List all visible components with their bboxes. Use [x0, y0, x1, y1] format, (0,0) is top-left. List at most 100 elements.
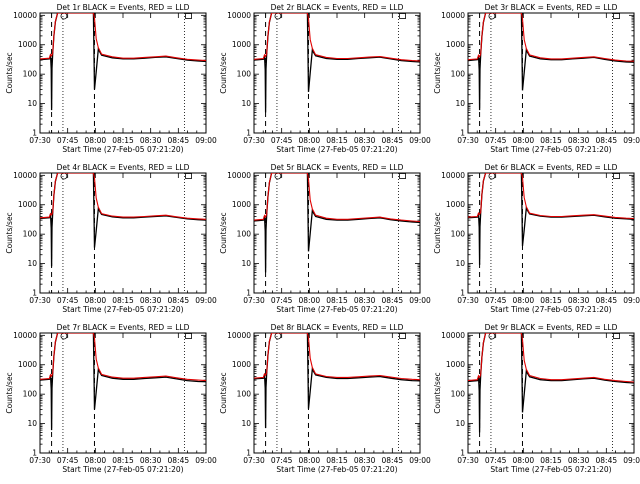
x-tick-label: 07:30	[29, 456, 51, 465]
x-tick-label: 08:45	[168, 296, 190, 305]
y-tick-label: 10	[27, 99, 37, 108]
y-tick-label: 10	[27, 259, 37, 268]
y-tick-label: 1	[32, 289, 37, 298]
square-symbol	[613, 333, 620, 339]
circle-symbol	[60, 172, 68, 180]
series-group	[40, 13, 206, 111]
y-tick-label: 100	[237, 230, 252, 239]
y-tick-label: 1000	[232, 200, 251, 209]
y-tick-label: 1	[246, 129, 251, 138]
circle-symbol	[488, 12, 496, 20]
y-tick-label: 1	[460, 129, 465, 138]
lld-series-line	[468, 333, 634, 383]
chart-title: Det 5r BLACK = Events, RED = LLD	[271, 163, 404, 172]
x-tick-label: 07:45	[271, 296, 293, 305]
y-tick-label: 10000	[13, 331, 37, 340]
x-axis-label: Start Time (27-Feb-05 07:21:20)	[62, 145, 183, 154]
y-axis-label: Counts/sec	[219, 52, 228, 93]
plot-frame	[39, 172, 207, 294]
lld-series-line	[40, 173, 206, 220]
x-tick-label: 07:45	[271, 136, 293, 145]
events-series-line	[40, 333, 206, 431]
x-tick-label: 08:45	[168, 456, 190, 465]
x-tick-label: 09:00	[195, 296, 217, 305]
square-symbol	[613, 13, 620, 19]
x-tick-label: 08:00	[85, 456, 107, 465]
series-group	[254, 173, 420, 273]
y-tick-label: 100	[23, 390, 38, 399]
x-tick-label: 08:45	[596, 456, 618, 465]
lld-series-line	[254, 333, 420, 381]
x-tick-label: 07:45	[485, 296, 507, 305]
square-symbol	[613, 173, 620, 179]
y-tick-label: 100	[237, 390, 252, 399]
chart-panel: Det 8r BLACK = Events, RED = LLD 1 10 100 10…	[219, 323, 431, 474]
y-tick-label: 10000	[227, 331, 251, 340]
x-tick-label: 08:45	[382, 456, 404, 465]
plot-frame	[39, 12, 207, 134]
chart-panel: Det 2r BLACK = Events, RED = LLD 1 10 100 10…	[219, 3, 431, 154]
x-axis-label: Start Time (27-Feb-05 07:21:20)	[490, 465, 611, 474]
chart-panel: Det 9r BLACK = Events, RED = LLD 1 10 100 10…	[433, 323, 640, 474]
x-tick-label: 08:45	[168, 136, 190, 145]
x-tick-label: 07:45	[271, 456, 293, 465]
chart-panel: Det 4r BLACK = Events, RED = LLD 1 10 100 10…	[5, 163, 217, 314]
x-axis-label: Start Time (27-Feb-05 07:21:20)	[276, 305, 397, 314]
x-tick-label: 08:30	[140, 456, 162, 465]
y-axis-label: Counts/sec	[219, 372, 228, 413]
y-axis-label: Counts/sec	[5, 372, 14, 413]
chart-title: Det 8r BLACK = Events, RED = LLD	[271, 323, 404, 332]
circle-symbol	[488, 172, 496, 180]
y-tick-label: 10	[455, 419, 465, 428]
chart-title: Det 4r BLACK = Events, RED = LLD	[57, 163, 190, 172]
square-symbol	[399, 13, 406, 19]
x-axis-label: Start Time (27-Feb-05 07:21:20)	[276, 145, 397, 154]
x-axis-label: Start Time (27-Feb-05 07:21:20)	[62, 305, 183, 314]
lld-series-line	[40, 13, 206, 62]
square-symbol	[399, 173, 406, 179]
x-tick-label: 07:30	[29, 296, 51, 305]
x-tick-label: 08:45	[596, 136, 618, 145]
x-tick-label: 07:30	[457, 136, 479, 145]
events-series-line	[40, 13, 206, 111]
square-symbol	[185, 173, 192, 179]
events-series-line	[254, 173, 420, 273]
lld-series-line	[468, 13, 634, 62]
series-group	[468, 13, 634, 111]
y-tick-label: 1000	[18, 40, 37, 49]
y-tick-label: 100	[23, 230, 38, 239]
events-series-line	[254, 333, 420, 429]
y-tick-label: 10000	[441, 11, 465, 20]
square-symbol	[185, 13, 192, 19]
chart-title: Det 2r BLACK = Events, RED = LLD	[271, 3, 404, 12]
series-group	[40, 333, 206, 431]
x-tick-label: 08:15	[326, 136, 348, 145]
y-tick-label: 1	[460, 289, 465, 298]
y-tick-label: 10	[455, 259, 465, 268]
y-tick-label: 10	[241, 99, 251, 108]
y-tick-label: 10000	[441, 331, 465, 340]
x-tick-label: 08:30	[354, 136, 376, 145]
x-tick-label: 08:15	[112, 456, 134, 465]
x-tick-label: 08:30	[568, 136, 590, 145]
x-tick-label: 07:30	[29, 136, 51, 145]
y-tick-label: 10000	[13, 171, 37, 180]
plot-frame	[253, 12, 421, 134]
chart-title: Det 1r BLACK = Events, RED = LLD	[57, 3, 190, 12]
x-tick-label: 07:30	[243, 296, 265, 305]
x-axis-label: Start Time (27-Feb-05 07:21:20)	[490, 145, 611, 154]
y-tick-label: 10000	[441, 171, 465, 180]
x-tick-label: 09:00	[409, 296, 431, 305]
series-group	[468, 333, 634, 433]
x-tick-label: 08:30	[568, 456, 590, 465]
plot-frame	[253, 172, 421, 294]
y-tick-label: 1000	[446, 40, 465, 49]
x-tick-label: 08:30	[140, 296, 162, 305]
y-axis-label: Counts/sec	[5, 212, 14, 253]
lld-series-line	[40, 333, 206, 382]
y-tick-label: 1000	[18, 360, 37, 369]
y-tick-label: 10	[241, 419, 251, 428]
x-tick-label: 08:45	[382, 296, 404, 305]
plot-frame	[253, 332, 421, 454]
x-tick-label: 07:30	[243, 136, 265, 145]
